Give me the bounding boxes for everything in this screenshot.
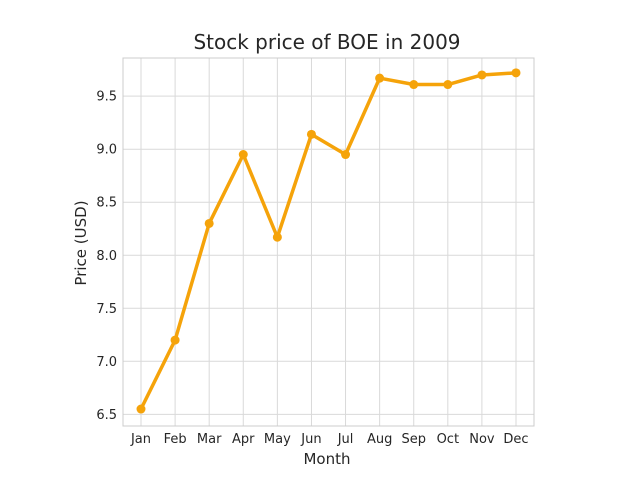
plot-frame: [122, 57, 535, 427]
y-tick-label: 7.0: [96, 355, 117, 370]
x-tick-label: Jan: [130, 432, 151, 447]
data-point: [409, 80, 419, 90]
data-point: [272, 232, 282, 242]
data-point: [341, 150, 351, 160]
y-tick-label: 8.0: [96, 249, 117, 264]
data-point: [238, 150, 248, 160]
x-tick-label: Oct: [437, 432, 459, 447]
x-tick-label: Aug: [367, 432, 392, 447]
x-tick-label: Feb: [164, 432, 187, 447]
y-tick-label: 9.0: [96, 143, 117, 158]
x-tick-labels: Jan Feb Mar Apr May Jun Jul Aug Sep Oct Nov Dec: [130, 432, 529, 447]
data-point: [306, 129, 316, 139]
x-tick-label: Jul: [337, 432, 354, 447]
y-tick-label: 8.5: [96, 196, 117, 211]
series-line: [139, 71, 517, 410]
x-tick-label: Sep: [401, 432, 426, 447]
data-point: [375, 73, 385, 83]
y-tick-label: 7.5: [96, 302, 117, 317]
x-tick-label: Dec: [503, 432, 528, 447]
x-axis-title: Month: [303, 450, 350, 468]
data-markers: [136, 68, 521, 414]
x-tick-label: Nov: [469, 432, 495, 447]
data-point: [511, 68, 521, 78]
data-point: [136, 404, 146, 414]
data-point: [204, 218, 214, 228]
x-tick-label: Apr: [232, 432, 255, 447]
y-tick-label: 9.5: [96, 90, 117, 105]
grid-lines: [123, 58, 534, 426]
data-point: [477, 70, 487, 80]
x-tick-label: May: [264, 432, 291, 447]
data-point: [170, 335, 180, 345]
y-tick-labels: 6.5 7.0 7.5 8.0 8.5 9.0 9.5: [96, 90, 117, 423]
x-tick-label: Jun: [300, 432, 321, 447]
chart-title: Stock price of BOE in 2009: [193, 30, 460, 54]
y-axis-title: Price (USD): [72, 200, 90, 285]
data-point: [443, 80, 453, 90]
y-tick-label: 6.5: [96, 408, 117, 423]
x-tick-label: Mar: [197, 432, 222, 447]
